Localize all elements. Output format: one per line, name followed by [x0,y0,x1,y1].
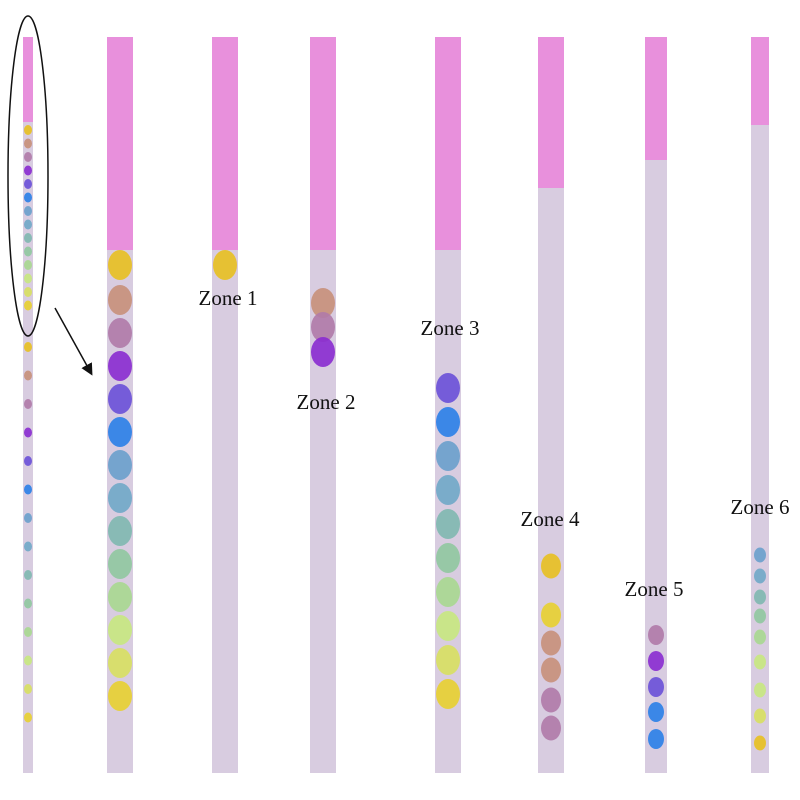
particle [436,373,460,403]
particle [24,287,32,297]
particle [24,484,32,495]
particle [541,630,561,656]
particle [108,384,132,414]
particle [754,589,766,605]
particle [754,682,766,698]
particle [648,625,664,645]
column-top [538,37,564,188]
particle [24,627,32,637]
particle [648,677,664,697]
particle [108,318,132,348]
particle [108,483,132,513]
particle [311,337,335,367]
column-track [751,37,769,773]
particle [108,615,132,645]
particle [24,456,32,466]
arrow [54,307,93,376]
zone-label: Zone 1 [199,286,258,310]
particle [436,611,460,641]
particle [754,629,766,645]
particle [754,654,766,670]
particle [436,679,460,709]
particle [24,541,32,552]
particle [541,687,561,713]
particle [24,712,32,723]
particle [24,138,32,149]
column-top [310,37,336,250]
column-track [645,37,667,773]
particle [213,250,237,280]
particle [24,246,32,257]
particle [108,648,132,678]
particle [436,509,460,539]
particle [24,427,32,438]
column-top [107,37,133,250]
particle [436,543,460,573]
particle [108,285,132,315]
particle [108,549,132,579]
particle [24,206,32,216]
particle [754,547,766,563]
particle [24,125,32,135]
particle [24,273,32,284]
particle [24,370,32,381]
columns [23,37,769,773]
particle [754,568,766,584]
particle [24,342,32,352]
particle [24,165,32,176]
column-top [435,37,461,250]
particle [436,441,460,471]
particle [24,684,32,694]
column-top [751,37,769,125]
particle [108,582,132,612]
particle [648,702,664,722]
particle [108,351,132,381]
column-top [645,37,667,160]
particle [24,655,32,666]
particle [754,735,766,751]
particle [541,553,561,579]
particle [24,192,32,203]
particle [24,570,32,580]
column-top [212,37,238,250]
particle [754,608,766,624]
particle [311,312,335,342]
zone-label: Zone 4 [521,507,580,531]
particle [648,651,664,671]
particle [541,715,561,741]
particle [108,250,132,280]
particle [436,645,460,675]
particle [24,300,32,311]
particle [108,450,132,480]
zone-label: Zone 6 [731,495,790,519]
zone-label: Zone 3 [421,316,480,340]
column-top [23,37,33,122]
particle [541,602,561,628]
particle [108,516,132,546]
particle [108,417,132,447]
highlight-ellipse [7,15,49,337]
particle [108,681,132,711]
particle [24,179,32,189]
particle [648,729,664,749]
particle [24,260,32,270]
zone-label: Zone 2 [297,390,356,414]
particle [436,475,460,505]
particle [24,233,32,243]
particle [541,657,561,683]
particle [24,152,32,162]
particle [24,399,32,409]
particle [24,598,32,609]
particle [24,513,32,523]
particle [754,708,766,724]
zone-label: Zone 5 [625,577,684,601]
particle [311,288,335,318]
particle [436,577,460,607]
particle [436,407,460,437]
particle [24,219,32,230]
